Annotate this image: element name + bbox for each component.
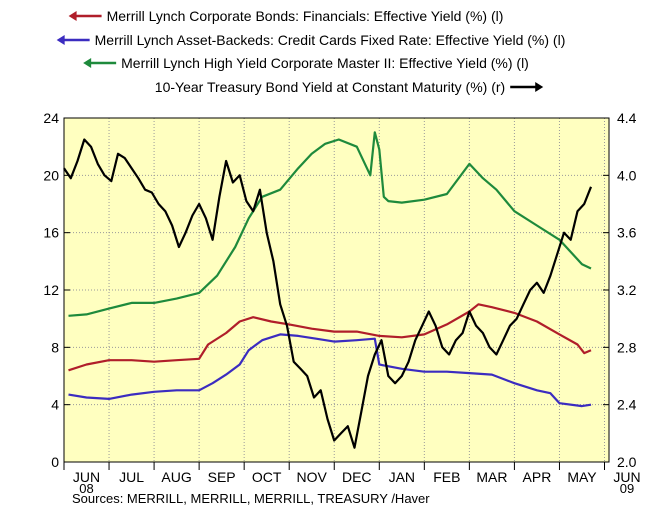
- legend-arrow-head: [56, 35, 65, 45]
- x-tick-label: JUN: [613, 469, 640, 485]
- legend-arrow-head: [535, 82, 544, 92]
- y-right-tick-label: 3.2: [617, 282, 637, 298]
- x-tick-label: NOV: [297, 469, 328, 485]
- series-line-4: [63, 138, 593, 449]
- x-tick-label: APR: [523, 469, 552, 485]
- series-line-1: [68, 303, 592, 372]
- legend-label-4: 10-Year Treasury Bond Yield at Constant …: [155, 79, 505, 95]
- axes: 0 4 8 12 16 20 24 2.0 2.4 2.8 3.2 3.6 4.0 4.4 JUN JUL AU…: [43, 110, 640, 496]
- x-year-label: 08: [79, 481, 93, 496]
- y-right-tick-label: 4.0: [617, 167, 637, 183]
- x-tick-label: JUL: [119, 469, 144, 485]
- series-line-2: [68, 333, 592, 408]
- x-tick-label: AUG: [161, 469, 191, 485]
- legend-label-2: Merrill Lynch Asset-Backeds: Credit Card…: [95, 32, 566, 48]
- legend-label-3: Merrill Lynch High Yield Corporate Maste…: [121, 55, 529, 71]
- x-year-label: 09: [620, 481, 634, 496]
- legend: Merrill Lynch Corporate Bonds: Financial…: [56, 8, 566, 95]
- y-right-tick-label: 2.4: [617, 397, 637, 413]
- series-layer: [63, 131, 593, 449]
- y-right-tick-label: 2.0: [617, 454, 637, 470]
- y-left-tick-label: 8: [51, 339, 59, 355]
- x-tick-label: MAR: [476, 469, 507, 485]
- legend-arrow-head: [68, 11, 77, 21]
- x-tick-label: SEP: [208, 469, 236, 485]
- y-left-tick-label: 20: [43, 167, 59, 183]
- x-tick-label: MAY: [567, 469, 597, 485]
- y-right-tick-label: 4.4: [617, 110, 637, 126]
- y-left-tick-label: 4: [51, 397, 59, 413]
- y-right-tick-label: 2.8: [617, 339, 637, 355]
- x-tick-label: OCT: [252, 469, 282, 485]
- y-left-tick-label: 12: [43, 282, 59, 298]
- legend-arrow-head: [83, 58, 92, 68]
- x-tick-label: JAN: [389, 469, 415, 485]
- x-tick-label: FEB: [433, 469, 460, 485]
- y-left-tick-label: 0: [51, 454, 59, 470]
- x-tick-label: JUN: [73, 469, 100, 485]
- y-left-tick-label: 24: [43, 110, 59, 126]
- legend-label-1: Merrill Lynch Corporate Bonds: Financial…: [107, 8, 504, 24]
- source-note: Sources: MERRILL, MERRILL, MERRILL, TREA…: [72, 491, 430, 506]
- y-left-tick-label: 16: [43, 225, 59, 241]
- y-right-tick-label: 3.6: [617, 225, 637, 241]
- series-line-3: [68, 131, 592, 317]
- x-tick-label: DEC: [342, 469, 372, 485]
